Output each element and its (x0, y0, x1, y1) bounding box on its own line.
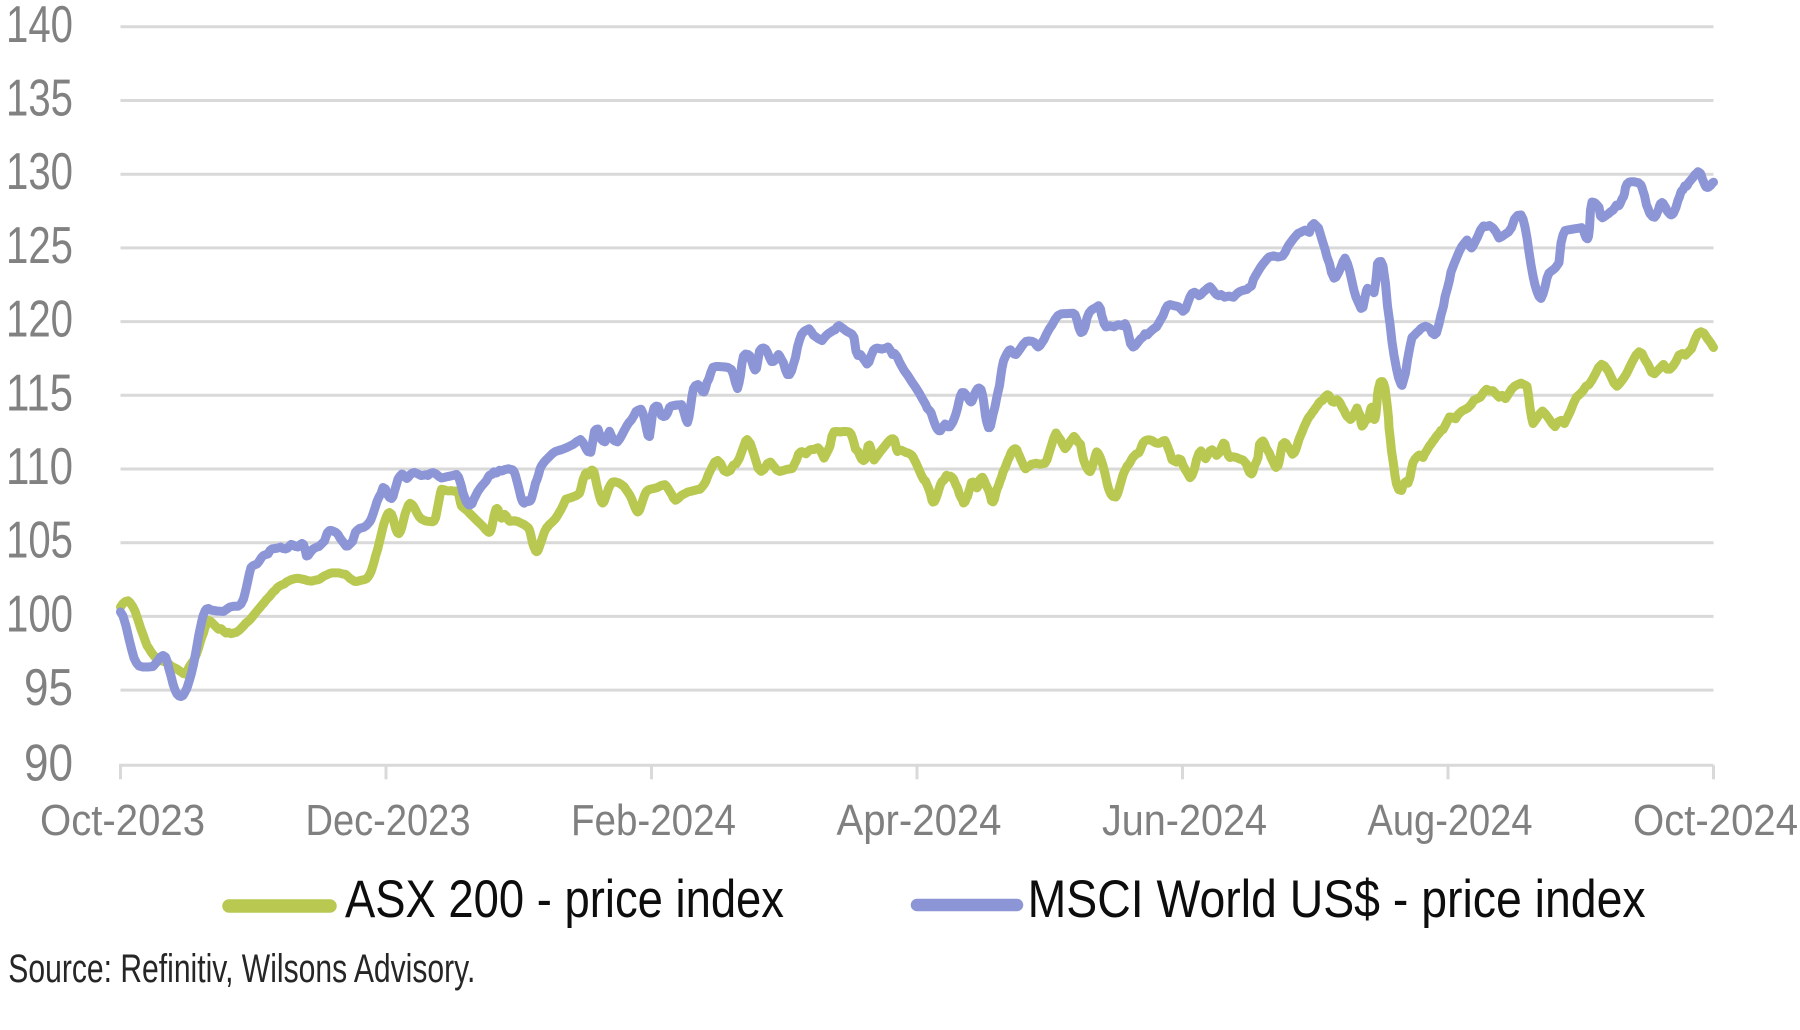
svg-text:120: 120 (6, 291, 73, 349)
svg-text:Jun-2024: Jun-2024 (1102, 796, 1267, 845)
svg-text:105: 105 (6, 512, 73, 570)
svg-text:Apr-2024: Apr-2024 (837, 796, 1002, 845)
svg-text:100: 100 (6, 585, 73, 643)
svg-text:MSCI World US$ - price index: MSCI World US$ - price index (1028, 870, 1646, 929)
svg-text:Aug-2024: Aug-2024 (1368, 796, 1533, 845)
svg-text:Source: Refinitiv, Wilsons Adv: Source: Refinitiv, Wilsons Advisory. (8, 947, 475, 991)
svg-text:135: 135 (6, 70, 73, 128)
svg-text:ASX 200 - price index: ASX 200 - price index (345, 870, 784, 929)
svg-text:130: 130 (6, 143, 73, 201)
svg-text:140: 140 (6, 0, 73, 54)
svg-text:Oct-2024: Oct-2024 (1633, 796, 1798, 845)
svg-text:Oct-2023: Oct-2023 (40, 796, 205, 845)
svg-text:Feb-2024: Feb-2024 (571, 796, 736, 845)
svg-text:125: 125 (6, 217, 73, 275)
svg-text:115: 115 (6, 364, 73, 422)
svg-text:90: 90 (24, 734, 73, 792)
svg-text:95: 95 (24, 659, 73, 717)
svg-text:Dec-2023: Dec-2023 (306, 796, 471, 845)
svg-text:110: 110 (6, 438, 73, 496)
